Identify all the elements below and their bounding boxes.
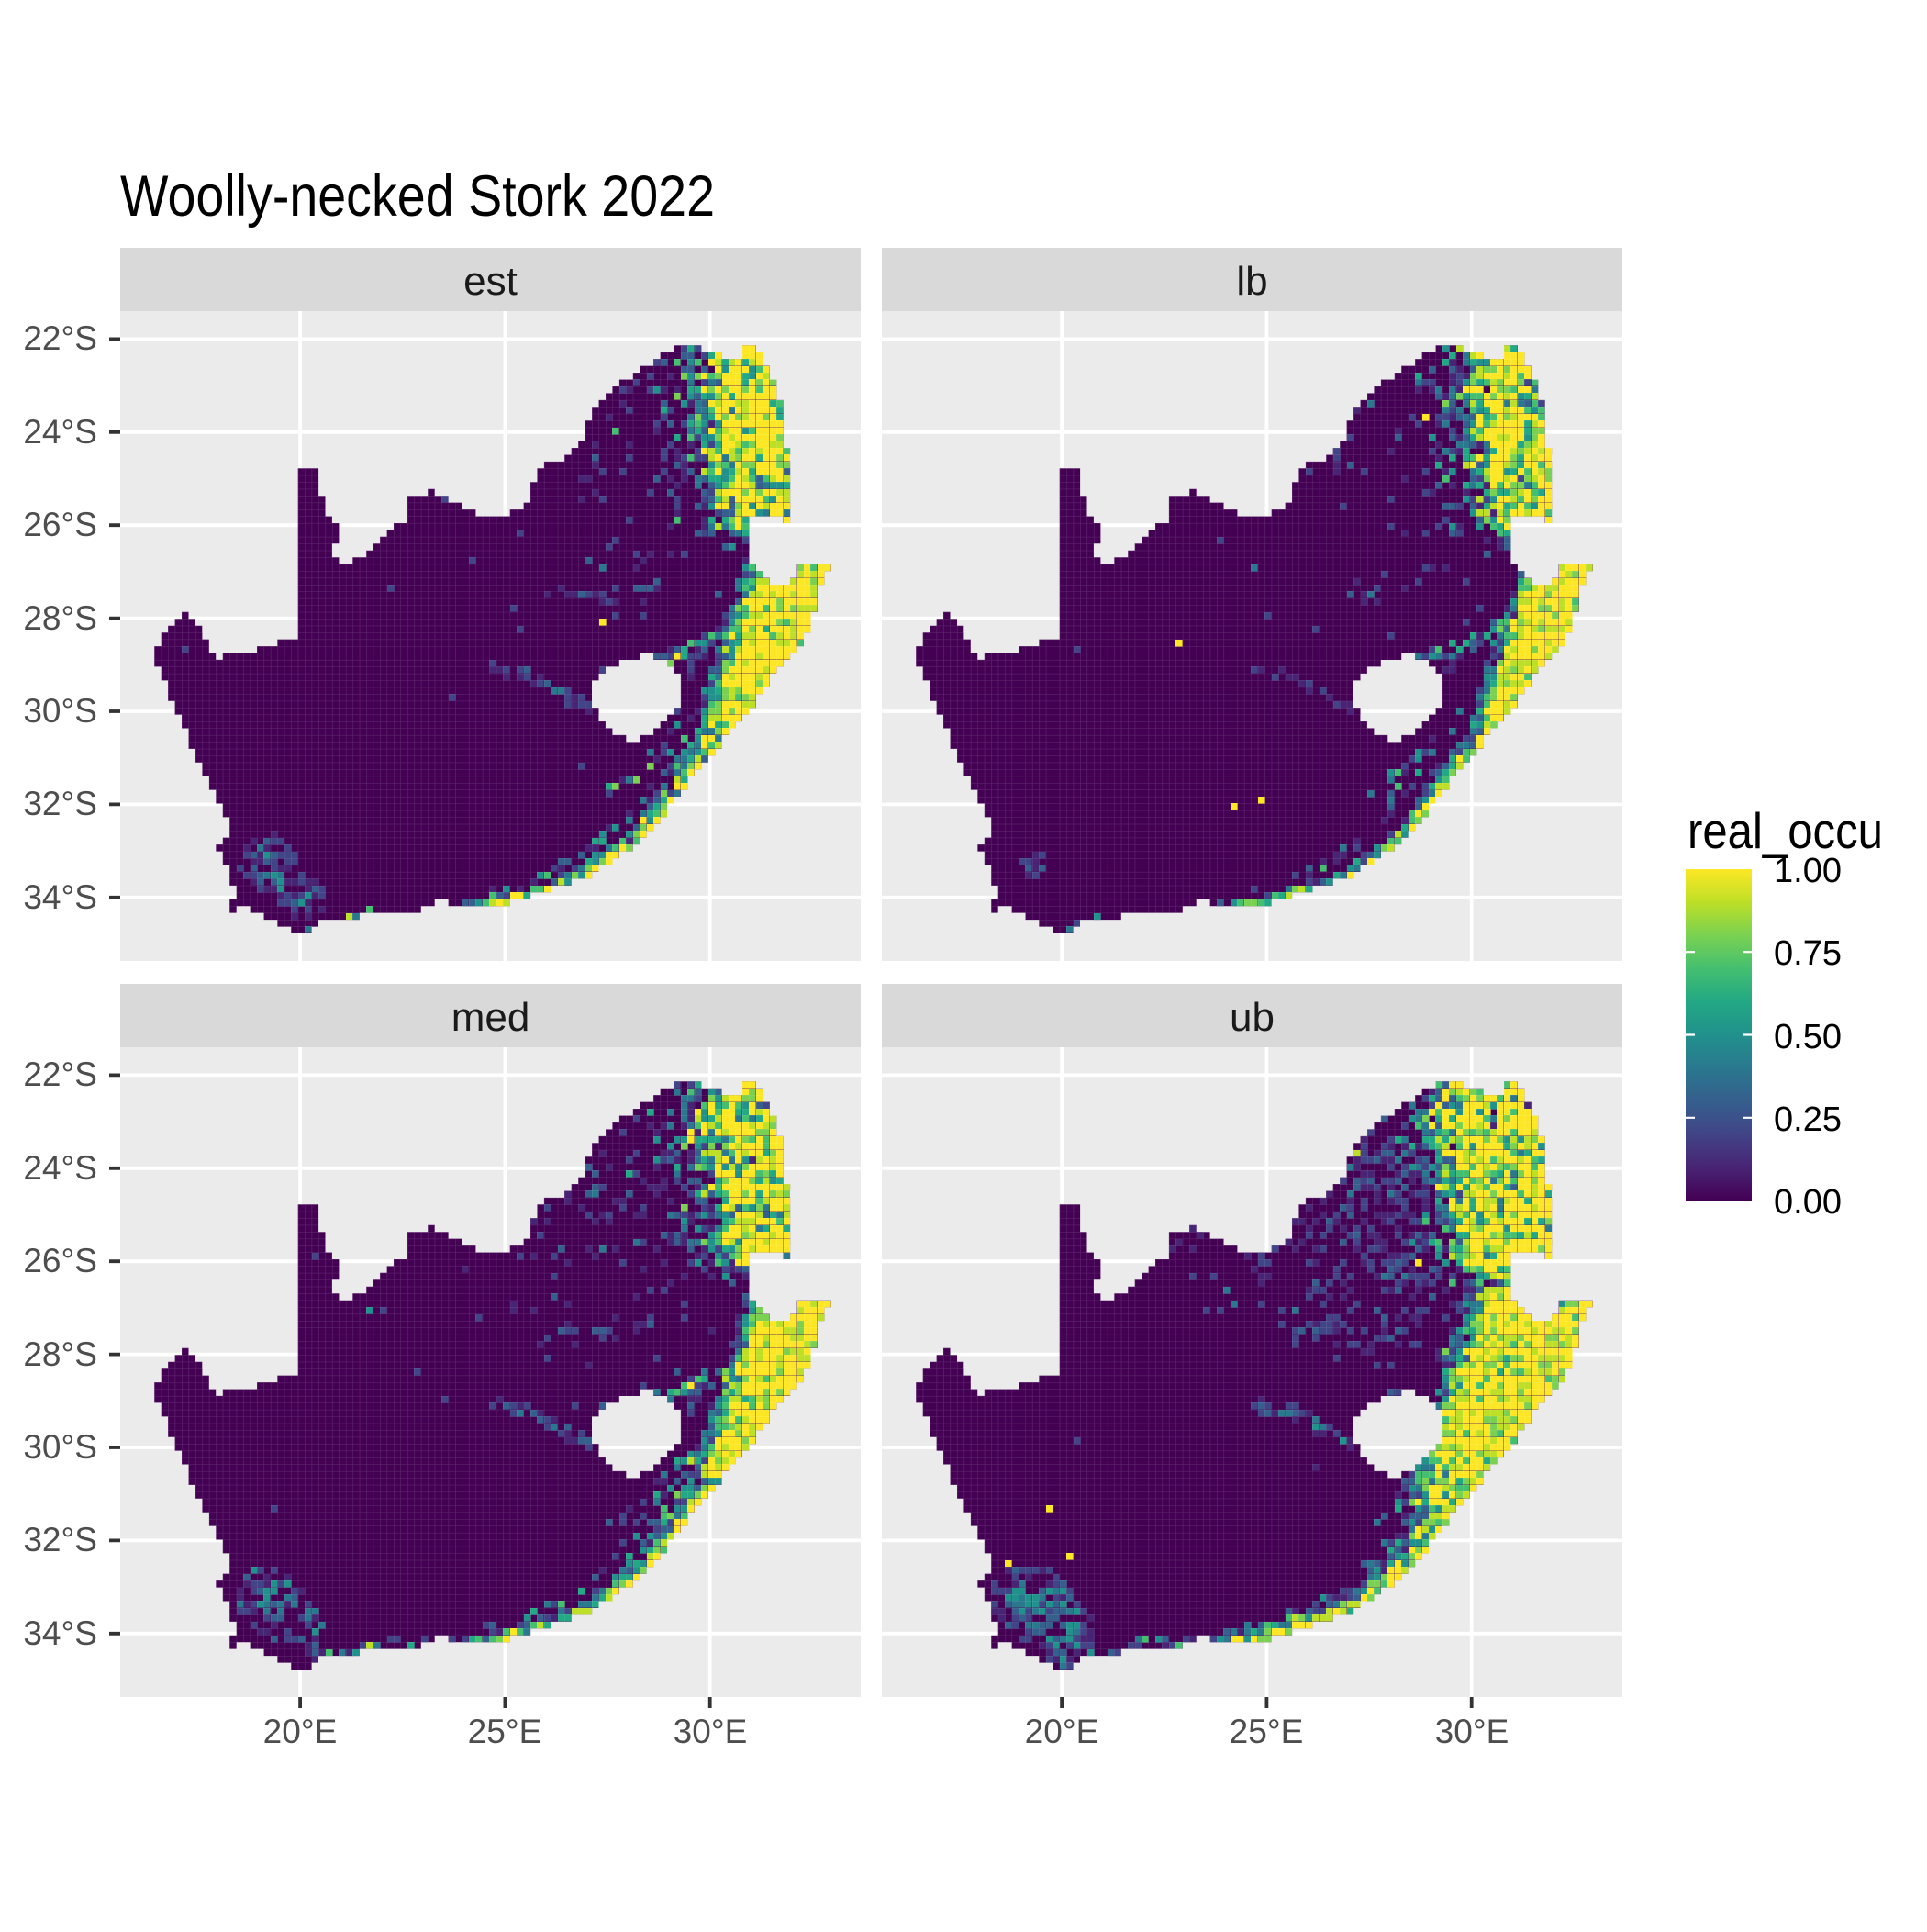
svg-text:real_occu: real_occu <box>1688 802 1883 859</box>
svg-text:20°E: 20°E <box>263 1713 338 1750</box>
svg-text:28°S: 28°S <box>23 599 97 637</box>
svg-text:22°S: 22°S <box>23 319 97 357</box>
svg-text:24°S: 24°S <box>23 413 97 451</box>
svg-text:30°E: 30°E <box>674 1713 748 1750</box>
svg-text:34°S: 34°S <box>23 1614 97 1652</box>
svg-text:med: med <box>451 995 530 1040</box>
svg-text:32°S: 32°S <box>23 1521 97 1558</box>
svg-text:Woolly-necked Stork 2022: Woolly-necked Stork 2022 <box>120 164 715 229</box>
svg-text:ub: ub <box>1230 995 1275 1040</box>
svg-text:34°S: 34°S <box>23 878 97 916</box>
svg-text:28°S: 28°S <box>23 1335 97 1373</box>
svg-text:26°S: 26°S <box>23 1242 97 1279</box>
svg-text:24°S: 24°S <box>23 1149 97 1187</box>
svg-text:25°E: 25°E <box>468 1713 542 1750</box>
svg-text:0.00: 0.00 <box>1774 1183 1842 1222</box>
svg-text:30°S: 30°S <box>23 692 97 730</box>
svg-text:32°S: 32°S <box>23 785 97 822</box>
svg-text:30°S: 30°S <box>23 1428 97 1466</box>
svg-text:0.75: 0.75 <box>1774 934 1842 973</box>
svg-text:lb: lb <box>1236 259 1267 304</box>
svg-text:26°S: 26°S <box>23 506 97 543</box>
svg-text:est: est <box>463 259 518 304</box>
svg-text:30°E: 30°E <box>1435 1713 1509 1750</box>
svg-text:22°S: 22°S <box>23 1055 97 1093</box>
svg-text:25°E: 25°E <box>1230 1713 1304 1750</box>
svg-text:1.00: 1.00 <box>1774 852 1842 890</box>
svg-text:20°E: 20°E <box>1025 1713 1099 1750</box>
svg-text:0.25: 0.25 <box>1774 1100 1842 1139</box>
svg-text:0.50: 0.50 <box>1774 1018 1842 1056</box>
